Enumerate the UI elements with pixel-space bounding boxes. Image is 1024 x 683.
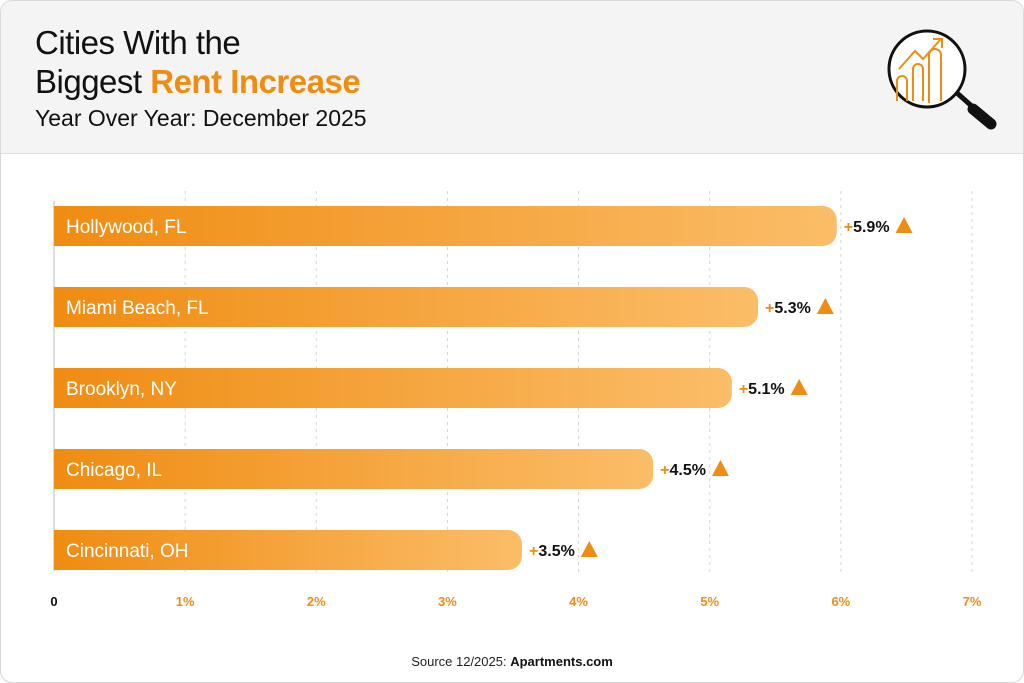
x-tick-label: 4% [569,594,588,609]
title-line-2: Biggest Rent Increase [35,62,361,102]
source-prefix: Source 12/2025: [411,654,511,669]
bar-category-label: Cincinnati, OH [66,541,189,562]
up-triangle-icon [580,541,598,557]
bar [54,449,654,489]
bar [54,206,837,246]
up-triangle-icon [790,379,808,395]
bar-category-label: Brooklyn, NY [66,379,177,400]
x-tick-label: 2% [307,594,326,609]
source-name: Apartments.com [510,654,613,669]
title-highlight: Rent Increase [150,63,361,100]
bar-value-label: +5.1% [739,381,785,398]
bar [54,368,732,408]
bar-value-label: +4.5% [660,462,706,479]
x-tick-label: 5% [700,594,719,609]
x-tick-label: 3% [438,594,457,609]
up-triangle-icon [895,217,913,233]
bar [54,287,759,327]
source-note: Source 12/2025: Apartments.com [1,654,1023,669]
subtitle: Year Over Year: December 2025 [35,105,367,131]
x-tick-label: 0 [50,594,57,609]
header: Cities With the Biggest Rent Increase Ye… [1,1,1023,154]
bar-value-label: +5.9% [844,219,890,236]
up-triangle-icon [711,460,729,476]
bar-value-label: +3.5% [529,543,575,560]
x-tick-label: 6% [831,594,850,609]
x-tick-label: 7% [963,594,982,609]
up-triangle-icon [816,298,834,314]
bar [54,530,522,570]
bar-category-label: Miami Beach, FL [66,298,209,319]
x-tick-label: 1% [176,594,195,609]
bar-category-label: Chicago, IL [66,460,162,481]
magnifier-chart-icon [887,29,997,130]
bar-value-label: +5.3% [765,300,811,317]
title-line-1: Cities With the [35,24,241,61]
bar-category-label: Hollywood, FL [66,217,186,238]
title-plain: Biggest [35,63,151,100]
